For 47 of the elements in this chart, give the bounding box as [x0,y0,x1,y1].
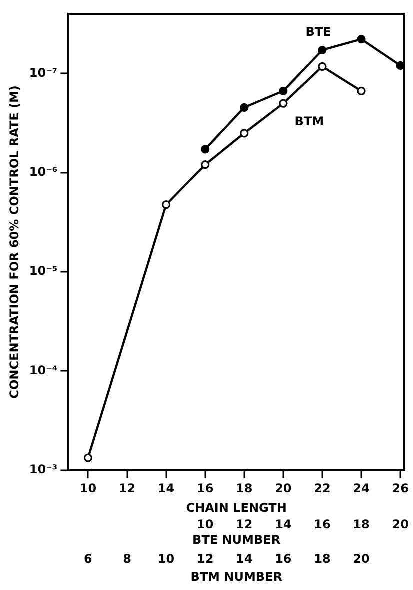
x-tick-label: 26 [392,482,409,496]
text: BTM NUMBER [190,570,282,584]
series-label: BTE [306,25,332,40]
x2-tick-label: 10 [196,518,214,532]
text: 6 [84,552,92,566]
x2-tick-label: 18 [353,518,370,532]
x2-tick-label: 12 [236,518,253,532]
text: 14 [236,552,253,566]
y-axis-title: CONCENTRATION FOR 60% CONTROL RATE (M) [7,86,22,399]
text: 12 [196,552,214,566]
x2-tick-label: 16 [314,518,331,532]
point [201,145,210,154]
x-tick-label: 10 [80,482,97,496]
y-tick-label: 10⁻⁵ [29,264,58,278]
text: 10 [158,552,175,566]
point [240,129,249,138]
text: 16 [275,552,292,566]
point [357,86,366,96]
x-tick-label: 14 [158,482,175,496]
point [162,200,171,210]
point [84,454,93,462]
point [318,62,327,72]
point [396,61,404,70]
text: 8 [123,552,132,566]
y-tick-label: 10⁻⁶ [29,165,58,180]
text: 20 [353,552,370,566]
x-tick-label: 24 [353,482,370,496]
point [357,35,366,44]
point [240,103,249,112]
point [201,160,210,170]
x-tick-label: 12 [118,482,136,496]
x-tick-label: 20 [275,482,292,496]
point [279,99,288,108]
point [279,86,288,96]
series-label: BTM [294,114,324,129]
x-tick-label: 22 [314,482,331,496]
x-tick-label: 18 [236,482,253,496]
y-tick-label: 10⁻⁷ [29,66,58,80]
x-tick-label: 16 [196,482,214,496]
y-tick-label: 10⁻⁴ [29,363,58,378]
y-tick-label: 10⁻³ [29,462,58,477]
text: 18 [314,552,331,566]
x2-axis-title: BTE NUMBER [192,532,281,547]
x2-tick-label: 14 [275,518,292,532]
x-axis-title: CHAIN LENGTH [186,501,287,516]
point [318,46,327,55]
x2-tick-label: 20 [392,518,409,532]
